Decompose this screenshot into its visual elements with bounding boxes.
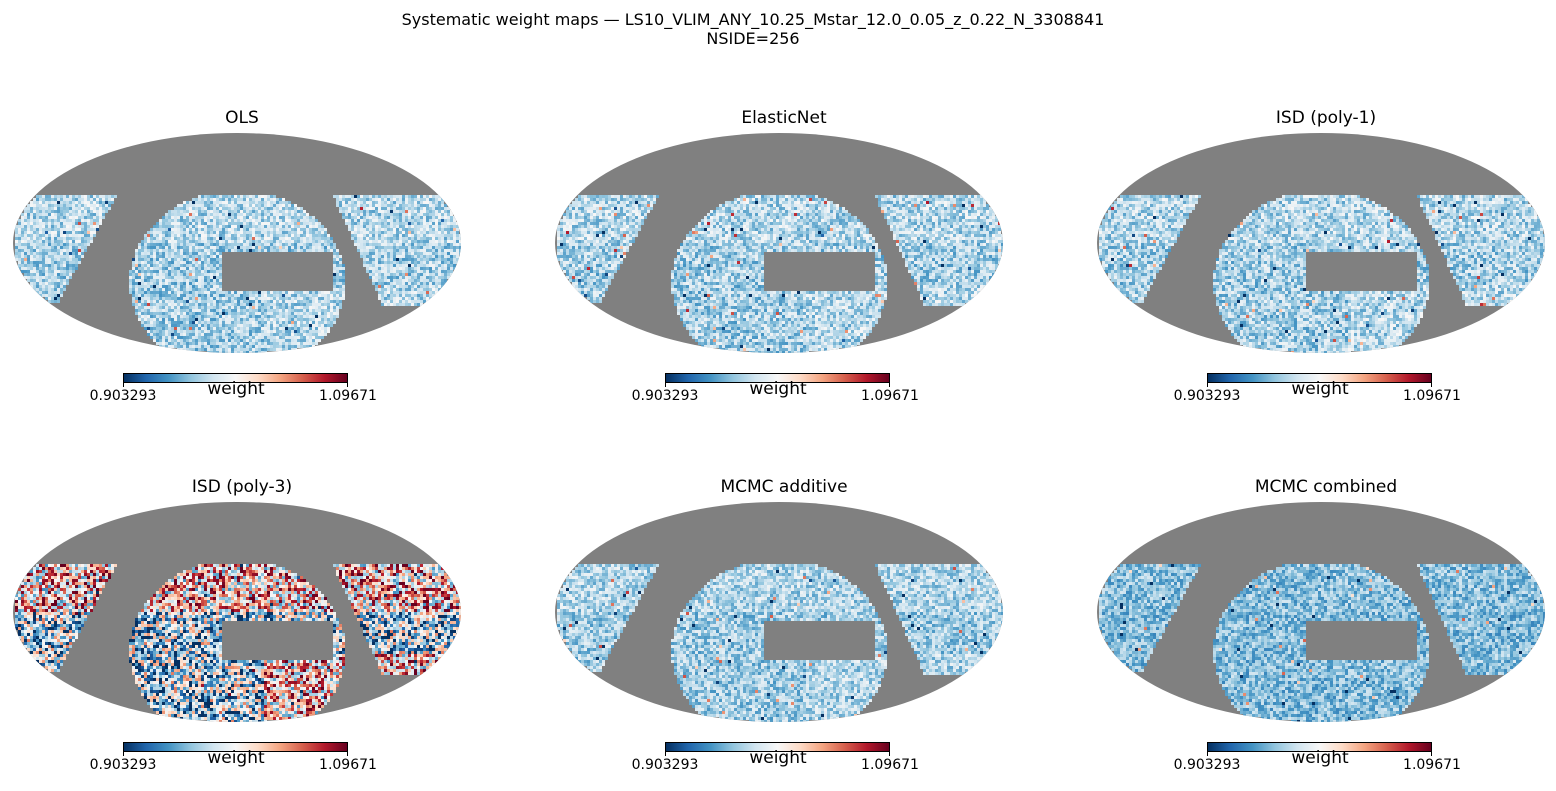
- panel-title: OLS: [12, 108, 472, 128]
- colorbar: [123, 742, 348, 752]
- mollweide-map: [1097, 133, 1545, 353]
- colorbar-tick-min: [1207, 383, 1208, 387]
- weight-pixels: [557, 564, 1003, 722]
- colorbar-max-label: 1.09671: [288, 388, 408, 404]
- figure-title-line-1: Systematic weight maps — LS10_VLIM_ANY_1…: [0, 10, 1506, 29]
- colorbar-min-label: 0.903293: [1147, 388, 1267, 404]
- panel-title: ISD (poly-3): [12, 477, 472, 497]
- colorbar-tick-min: [123, 752, 124, 756]
- colorbar-tick-max: [889, 752, 890, 756]
- colorbar: [1207, 373, 1432, 383]
- weight-pixels: [557, 195, 1003, 353]
- colorbar: [123, 373, 348, 383]
- colorbar-tick-max: [1431, 383, 1432, 387]
- colorbar-label: weight: [174, 748, 298, 768]
- colorbar-max-label: 1.09671: [288, 757, 408, 773]
- colorbar-min-label: 0.903293: [63, 757, 183, 773]
- map-panel: MCMC additive 0.903293 1.09671 weight: [554, 477, 1014, 777]
- colorbar-label: weight: [716, 748, 840, 768]
- panel-title: ISD (poly-1): [1096, 108, 1556, 128]
- colorbar-max-label: 1.09671: [830, 388, 950, 404]
- mollweide-map: [555, 502, 1003, 722]
- figure-title-line-2: NSIDE=256: [0, 29, 1506, 48]
- colorbar-label: weight: [716, 379, 840, 399]
- colorbar-label: weight: [174, 379, 298, 399]
- map-panel: MCMC combined 0.903293 1.09671 weight: [1096, 477, 1556, 777]
- weight-pixels: [15, 195, 461, 353]
- mollweide-map: [1097, 502, 1545, 722]
- map-panel: ElasticNet 0.903293 1.09671 weight: [554, 108, 1014, 408]
- colorbar-min-label: 0.903293: [1147, 757, 1267, 773]
- colorbar-max-label: 1.09671: [1372, 388, 1492, 404]
- colorbar-label: weight: [1258, 748, 1382, 768]
- weight-pixels: [1099, 564, 1545, 722]
- map-panel: OLS 0.903293 1.09671 weight: [12, 108, 472, 408]
- weight-pixels: [15, 564, 461, 722]
- colorbar-max-label: 1.09671: [1372, 757, 1492, 773]
- map-panel: ISD (poly-3) 0.903293 1.09671 weight: [12, 477, 472, 777]
- colorbar-label: weight: [1258, 379, 1382, 399]
- colorbar-min-label: 0.903293: [63, 388, 183, 404]
- colorbar-tick-max: [889, 383, 890, 387]
- colorbar-tick-min: [665, 383, 666, 387]
- colorbar: [1207, 742, 1432, 752]
- mollweide-map: [13, 133, 461, 353]
- panel-title: MCMC combined: [1096, 477, 1556, 497]
- colorbar-tick-min: [123, 383, 124, 387]
- colorbar-tick-min: [665, 752, 666, 756]
- colorbar-tick-max: [347, 752, 348, 756]
- colorbar-min-label: 0.903293: [605, 757, 725, 773]
- colorbar-tick-min: [1207, 752, 1208, 756]
- colorbar-max-label: 1.09671: [830, 757, 950, 773]
- panel-title: MCMC additive: [554, 477, 1014, 497]
- figure-title: Systematic weight maps — LS10_VLIM_ANY_1…: [0, 10, 1506, 48]
- mollweide-map: [555, 133, 1003, 353]
- colorbar-min-label: 0.903293: [605, 388, 725, 404]
- map-panel: ISD (poly-1) 0.903293 1.09671 weight: [1096, 108, 1556, 408]
- colorbar-tick-max: [1431, 752, 1432, 756]
- weight-pixels: [1099, 195, 1545, 353]
- colorbar: [665, 742, 890, 752]
- panel-title: ElasticNet: [554, 108, 1014, 128]
- colorbar-tick-max: [347, 383, 348, 387]
- colorbar: [665, 373, 890, 383]
- mollweide-map: [13, 502, 461, 722]
